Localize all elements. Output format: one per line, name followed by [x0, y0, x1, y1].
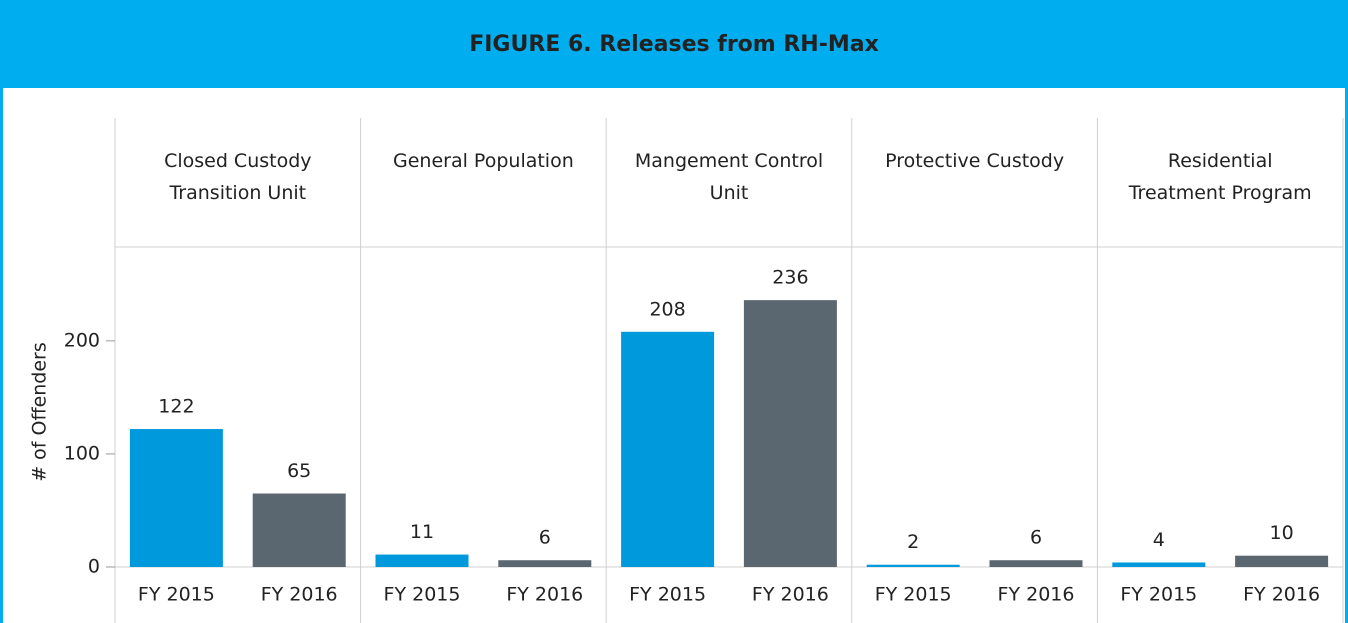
- bar: [1235, 555, 1329, 567]
- value-label: 10: [1270, 522, 1294, 544]
- bar: [1112, 562, 1206, 567]
- x-tick-label: FY 2015: [875, 584, 952, 606]
- value-label: 65: [287, 460, 311, 482]
- bar: [375, 554, 469, 567]
- panel-header: Mangement Control Unit: [634, 150, 824, 204]
- y-axis-label: # of Offenders: [29, 342, 51, 482]
- panel-header: General Population: [393, 150, 574, 172]
- x-tick-label: FY 2016: [261, 584, 338, 606]
- title-band: [0, 0, 1348, 88]
- bar: [498, 560, 592, 567]
- value-label: 6: [1030, 527, 1042, 549]
- value-label: 122: [158, 396, 194, 418]
- value-label: 208: [649, 298, 685, 320]
- bar: [621, 331, 715, 567]
- bar: [129, 429, 223, 567]
- value-label: 4: [1153, 529, 1165, 551]
- x-tick-label: FY 2015: [629, 584, 706, 606]
- y-tick-label: 0: [88, 556, 100, 578]
- panel-header: Closed Custody Transition Unit: [164, 150, 312, 204]
- x-tick-label: FY 2015: [384, 584, 461, 606]
- value-label: 2: [907, 531, 919, 553]
- bar: [743, 300, 837, 567]
- chart-title: FIGURE 6. Releases from RH-Max: [469, 32, 879, 57]
- bar: [252, 493, 346, 567]
- bar: [989, 560, 1083, 567]
- panel-header: Residential Treatment Program: [1128, 150, 1312, 204]
- value-label: 11: [410, 521, 434, 543]
- bar: [866, 564, 960, 567]
- x-tick-label: FY 2016: [998, 584, 1075, 606]
- value-label: 6: [539, 527, 551, 549]
- value-label: 236: [772, 267, 808, 289]
- panel-header: Protective Custody: [885, 150, 1065, 172]
- y-tick-label: 100: [64, 442, 100, 464]
- x-tick-label: FY 2015: [138, 584, 215, 606]
- x-tick-label: FY 2016: [506, 584, 583, 606]
- x-tick-label: FY 2016: [752, 584, 829, 606]
- x-tick-label: FY 2015: [1120, 584, 1197, 606]
- y-tick-label: 200: [64, 329, 100, 351]
- x-tick-label: FY 2016: [1243, 584, 1320, 606]
